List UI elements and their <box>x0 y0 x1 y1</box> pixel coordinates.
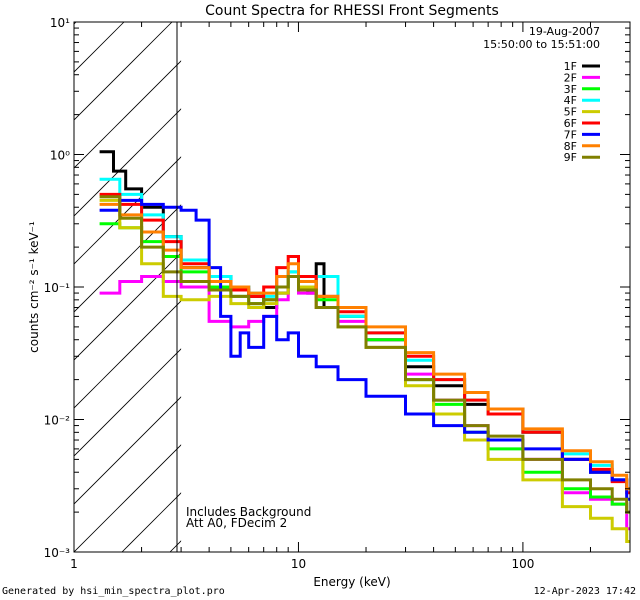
y-tick-label: 10⁻¹ <box>44 281 71 295</box>
x-tick-label: 1 <box>70 557 78 571</box>
legend-label-4f: 4F <box>564 94 577 107</box>
y-axis-label: counts cm⁻² s⁻¹ keV⁻¹ <box>27 221 41 353</box>
y-tick-label: 10¹ <box>50 16 70 30</box>
y-tick-label: 10⁻³ <box>44 546 71 560</box>
generated-timestamp: 12-Apr-2023 17:42 <box>533 586 636 597</box>
series-7f <box>99 198 630 501</box>
hatch-line <box>74 108 182 217</box>
note-attenuator: Att A0, FDecim 2 <box>186 516 287 530</box>
legend-label-9f: 9F <box>564 151 577 164</box>
hatch-line <box>74 22 173 121</box>
hatch-line <box>74 444 182 552</box>
legend-label-1f: 1F <box>564 60 577 73</box>
note-background: Includes Background <box>186 505 311 519</box>
series-layer <box>99 150 630 543</box>
hatched-region <box>0 22 182 552</box>
x-tick-label: 100 <box>511 557 534 571</box>
generated-by-label: Generated by hsi_min_spectra_plot.pro <box>2 586 225 597</box>
legend-label-2f: 2F <box>564 71 577 84</box>
x-axis-label: Energy (keV) <box>313 575 390 589</box>
y-tick-label: 10⁻² <box>44 414 71 428</box>
chart-title: Count Spectra for RHESSI Front Segments <box>205 3 499 19</box>
y-tick-label: 10⁰ <box>50 149 70 163</box>
hatch-line <box>74 396 182 505</box>
series-9f <box>99 195 630 514</box>
legend-label-5f: 5F <box>564 106 577 119</box>
legend-label-6f: 6F <box>564 117 577 130</box>
hatch-line <box>74 60 182 169</box>
legend-label-8f: 8F <box>564 140 577 153</box>
legend-label-3f: 3F <box>564 83 577 96</box>
axis-ticks: 1 10 100 10⁻³ 10⁻² 10⁻¹ 10⁰ 10¹ <box>44 16 631 571</box>
hatch-line <box>74 204 182 313</box>
time-range-annotation: 15:50:00 to 15:51:00 <box>483 38 600 51</box>
hatch-line <box>0 22 28 552</box>
hatch-line <box>74 252 182 361</box>
series-3f <box>99 222 630 514</box>
date-annotation: 19-Aug-2007 <box>529 25 600 38</box>
legend-label-7f: 7F <box>564 128 577 141</box>
x-tick-label: 10 <box>291 557 306 571</box>
